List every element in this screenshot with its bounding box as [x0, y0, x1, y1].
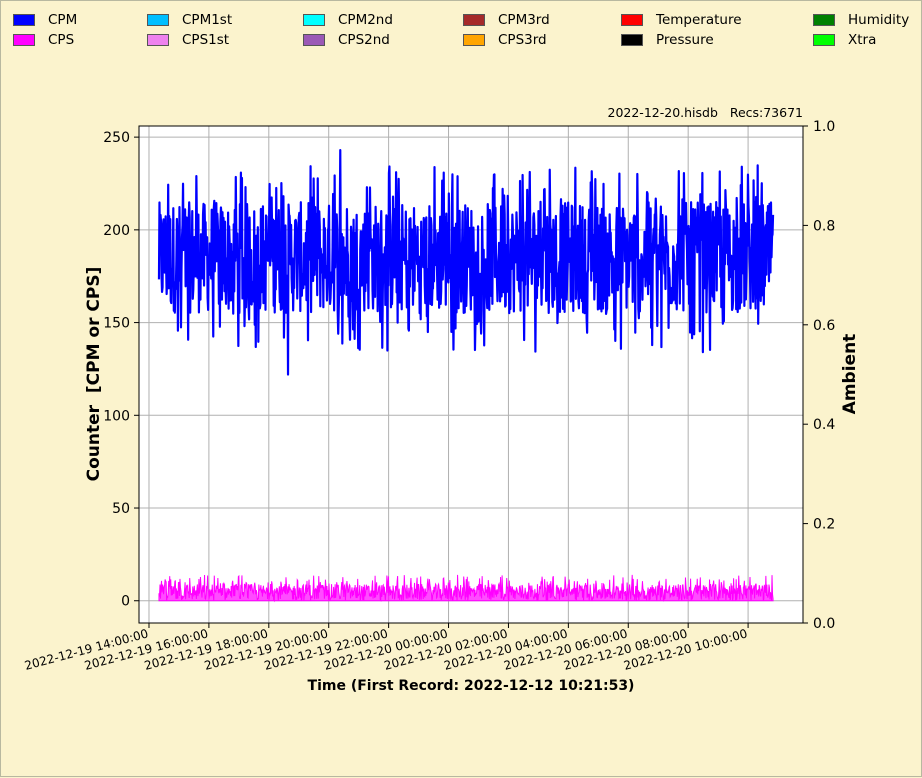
legend-swatch — [463, 34, 485, 46]
series-cpm — [157, 149, 775, 376]
y-tick-label: 150 — [103, 316, 130, 332]
legend-swatch — [621, 14, 643, 26]
legend-label: CPM1st — [182, 12, 233, 28]
y-tick-label: 0 — [121, 594, 130, 610]
legend-swatch — [147, 34, 169, 46]
legend-item-cps: CPS — [13, 31, 74, 49]
legend-swatch — [463, 14, 485, 26]
legend-label: CPS1st — [182, 32, 230, 48]
series-layer — [157, 149, 775, 603]
y-tick-label: 50 — [112, 501, 130, 517]
legend-label: Pressure — [656, 32, 714, 48]
legend-item-cps3rd: CPS3rd — [463, 31, 547, 49]
legend-item-cpm1st: CPM1st — [147, 11, 232, 29]
legend-label: CPM2nd — [338, 12, 393, 28]
legend-label: Xtra — [848, 32, 877, 48]
legend-swatch — [13, 34, 35, 46]
legend-label: CPS3rd — [498, 32, 547, 48]
legend-item-temperature: Temperature — [621, 11, 742, 29]
legend-swatch — [303, 14, 325, 26]
legend-item-humidity: Humidity — [813, 11, 909, 29]
legend-label: Humidity — [848, 12, 910, 28]
y2-axis-title: Ambient — [840, 334, 860, 415]
y2-tick-label: 1.0 — [813, 119, 835, 135]
legend-swatch — [621, 34, 643, 46]
legend-swatch — [13, 14, 35, 26]
y2-tick-label: 0.2 — [813, 517, 835, 533]
series-cps — [158, 574, 774, 603]
y2-tick-label: 0.6 — [813, 318, 835, 334]
legend-item-xtra: Xtra — [813, 31, 876, 49]
legend-item-pressure: Pressure — [621, 31, 714, 49]
x-axis-title: Time (First Record: 2022-12-12 10:21:53) — [308, 678, 635, 694]
legend-swatch — [303, 34, 325, 46]
y2-tick-label: 0.4 — [813, 417, 835, 433]
file-info-label: 2022-12-20.hisdb Recs:73671 — [608, 105, 804, 120]
y-tick-label: 250 — [103, 130, 130, 146]
y-tick-label: 200 — [103, 223, 130, 239]
legend-swatch — [813, 14, 835, 26]
legend-label: CPM3rd — [498, 12, 550, 28]
legend-swatch — [813, 34, 835, 46]
legend-label: CPS — [48, 32, 75, 48]
legend-item-cps2nd: CPS2nd — [303, 31, 390, 49]
legend-item-cpm: CPM — [13, 11, 77, 29]
legend-item-cps1st: CPS1st — [147, 31, 229, 49]
legend-item-cpm2nd: CPM2nd — [303, 11, 393, 29]
plot-border — [138, 125, 804, 624]
y-axis-title: Counter [CPM or CPS] — [84, 267, 104, 482]
legend-item-cpm3rd: CPM3rd — [463, 11, 550, 29]
y-tick-label: 100 — [103, 408, 130, 424]
legend-label: Temperature — [656, 12, 742, 28]
legend-label: CPS2nd — [338, 32, 390, 48]
legend-label: CPM — [48, 12, 78, 28]
y2-tick-label: 0.0 — [813, 616, 835, 632]
y2-tick-label: 0.8 — [813, 218, 835, 234]
legend-swatch — [147, 14, 169, 26]
